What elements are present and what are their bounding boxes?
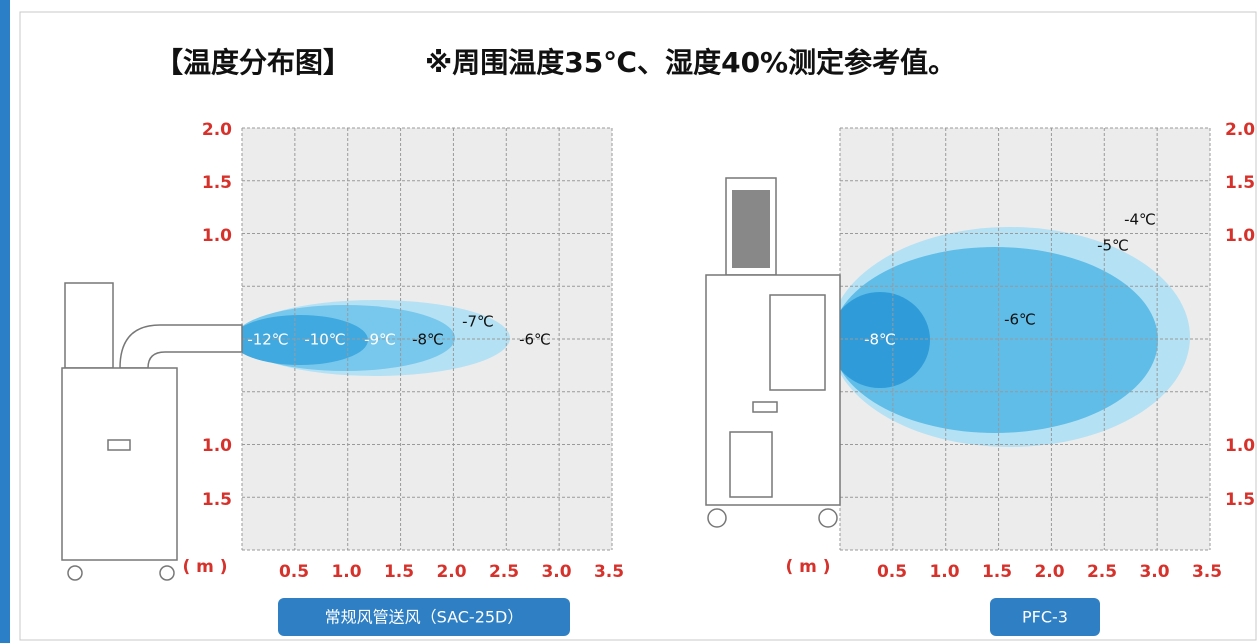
- y-label: 2.0: [1225, 120, 1255, 140]
- caption-box: [990, 598, 1100, 636]
- x-label: 3.0: [541, 562, 571, 582]
- temp-label: -8℃: [864, 331, 896, 349]
- x-label: 0.5: [877, 562, 907, 582]
- x-label: 3.5: [594, 562, 624, 582]
- x-label: 3.5: [1192, 562, 1222, 582]
- plume: [840, 292, 930, 388]
- y-label: 1.0: [1225, 226, 1255, 246]
- x-label: 1.0: [929, 562, 959, 582]
- x-label: 2.5: [1087, 562, 1117, 582]
- y-label: 1.0: [202, 436, 232, 456]
- temp-label: -5℃: [1097, 237, 1129, 255]
- unit-label: ( m ): [182, 557, 227, 577]
- y-label: 1.5: [1225, 173, 1255, 193]
- title: 【温度分布图】: [155, 46, 351, 79]
- caption: 常规风管送风（SAC-25D）: [325, 608, 524, 627]
- temp-label: -7℃: [462, 313, 494, 331]
- x-label: 1.5: [982, 562, 1012, 582]
- x-label: 0.5: [279, 562, 309, 582]
- temp-label: -12℃: [247, 331, 288, 349]
- x-label: 3.0: [1139, 562, 1169, 582]
- temp-label: -10℃: [304, 331, 345, 349]
- machine-left: [61, 282, 243, 581]
- temp-label: -4℃: [1124, 211, 1156, 229]
- y-label: 2.0: [202, 120, 232, 140]
- diagrams: 2.0 1.5 1.0 1.0 1.5 0.5 1.0 1.5 2.0 2.5 3.0 3.5 ( m …: [182, 120, 1255, 636]
- temp-label: -6℃: [519, 331, 551, 349]
- unit-label: ( m ): [785, 557, 830, 577]
- y-label: 1.5: [202, 173, 232, 193]
- x-label: 2.0: [1034, 562, 1064, 582]
- y-label: 1.5: [1225, 490, 1255, 510]
- side-stripe: [0, 0, 10, 643]
- caption: PFC-3: [1022, 608, 1068, 627]
- note: ※周围温度35℃、湿度40%测定参考值。: [425, 46, 956, 79]
- y-label: 1.0: [1225, 436, 1255, 456]
- plume: [242, 315, 368, 365]
- grille: [732, 190, 770, 268]
- y-label: 1.5: [202, 490, 232, 510]
- x-label: 2.0: [436, 562, 466, 582]
- temp-label: -9℃: [364, 331, 396, 349]
- temp-label: -6℃: [1004, 311, 1036, 329]
- y-label: 1.0: [202, 226, 232, 246]
- x-label: 1.0: [331, 562, 361, 582]
- caption-box: [278, 598, 570, 636]
- machine-right: [705, 177, 841, 528]
- x-label: 1.5: [384, 562, 414, 582]
- x-label: 2.5: [489, 562, 519, 582]
- temp-label: -8℃: [412, 331, 444, 349]
